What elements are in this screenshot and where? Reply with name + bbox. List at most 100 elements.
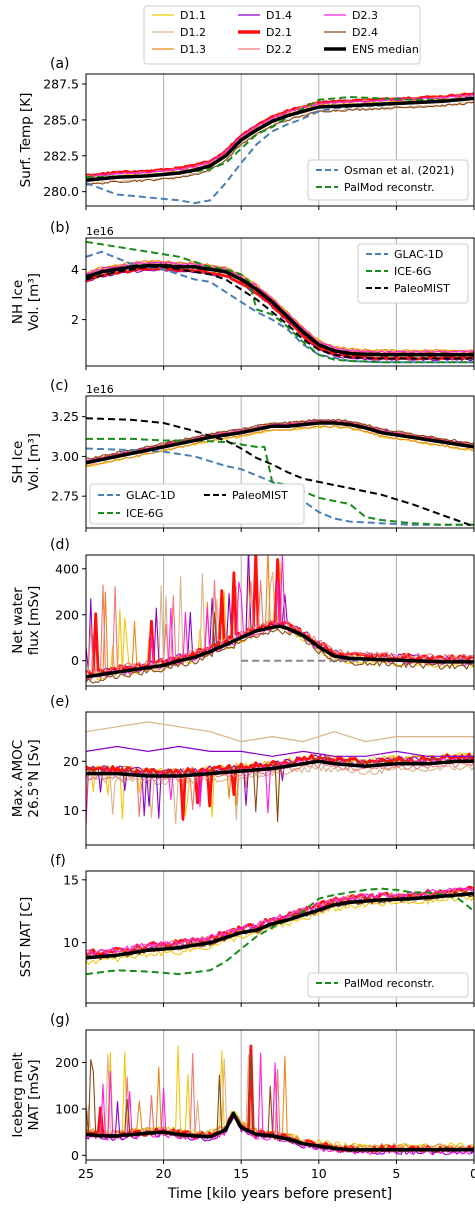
top-legend-frame bbox=[143, 5, 421, 65]
series-line-3 bbox=[86, 263, 474, 357]
series-line-2 bbox=[86, 759, 474, 778]
axes-frame bbox=[85, 395, 475, 529]
panel-legend-label: GLAC-1D bbox=[126, 489, 175, 502]
panel-legend-frame bbox=[89, 483, 305, 525]
y-tick-label: 10 bbox=[63, 803, 79, 818]
x-tick-label: 5 bbox=[392, 1166, 400, 1181]
axes-frame bbox=[85, 711, 475, 846]
panel-legend-label: ICE-6G bbox=[126, 507, 163, 520]
model-line-D2.4 bbox=[86, 418, 474, 460]
panel-legend-frame bbox=[307, 159, 469, 201]
y-tick-label: 3.00 bbox=[51, 449, 79, 464]
panel-legend-label: PaleoMIST bbox=[394, 282, 450, 295]
x-tick-label: 10 bbox=[311, 1166, 327, 1181]
series-line-2 bbox=[86, 417, 474, 528]
y-tick-label: 287.5 bbox=[43, 77, 79, 92]
y-axis-label: Vol. [m³] bbox=[26, 433, 42, 491]
panel-legend-frame bbox=[307, 972, 469, 998]
axis-exponent: 1e16 bbox=[86, 225, 114, 238]
y-axis-label: Max. AMOC bbox=[10, 740, 26, 817]
panel-label: (e) bbox=[50, 694, 70, 710]
y-axis-label: SH Ice bbox=[10, 441, 26, 484]
plot-area bbox=[86, 721, 474, 826]
panel-2: 2.75 3.00 3.25 (c) 1e16 SH Ice Vol. [m³] GLAC-1… bbox=[10, 378, 475, 532]
series-line-1 bbox=[86, 624, 474, 679]
model-line-D2.3 bbox=[86, 261, 474, 354]
model-line-D2.1 bbox=[86, 267, 474, 361]
y-axis-label: SST NAT [C] bbox=[18, 897, 34, 977]
y-tick-label: 4 bbox=[71, 262, 79, 277]
y-tick-label: 100 bbox=[55, 1101, 79, 1116]
panel-legend: GLAC-1D ICE-6G PaleoMIST bbox=[89, 483, 305, 525]
model-line-D1.3 bbox=[86, 259, 474, 352]
plot-area bbox=[86, 92, 474, 205]
axis-exponent: 1e16 bbox=[86, 383, 114, 396]
y-axis-label: flux [mSv] bbox=[26, 586, 42, 656]
y-tick-label: 282.5 bbox=[43, 148, 79, 163]
y-axis-label: NAT [mSv] bbox=[26, 1059, 42, 1130]
y-axis-label: Surf. Temp [K] bbox=[18, 93, 34, 188]
series-line-0 bbox=[86, 1111, 474, 1152]
axes-frame bbox=[85, 554, 475, 687]
axes-frame bbox=[85, 73, 475, 207]
y-tick-label: 285.0 bbox=[43, 112, 79, 127]
series-line-0 bbox=[86, 887, 474, 976]
y-tick-label: 2.75 bbox=[51, 489, 79, 504]
model-line-D2.1 bbox=[86, 885, 474, 957]
legend-label-7: D2.4 bbox=[352, 26, 378, 39]
series-line-0 bbox=[86, 721, 474, 743]
x-axis-label: Time [kilo years before present] bbox=[167, 1186, 392, 1202]
axes-frame bbox=[85, 870, 475, 1004]
plot-area bbox=[86, 417, 474, 528]
legend-label-2: D1.3 bbox=[180, 43, 206, 56]
panel-5: 10 15 (f) SST NAT [C] PalMod reconstr. bbox=[18, 853, 475, 1007]
x-tick-label: 15 bbox=[233, 1166, 249, 1181]
y-axis-label: 26.5°N [Sv] bbox=[26, 739, 42, 817]
panel-0: 280.0 282.5 285.0 287.5 (a) Surf. Temp [K] Osm… bbox=[18, 56, 475, 210]
panel-3: 0 200 400 (d) Net water flux [mSv] bbox=[10, 537, 475, 690]
y-tick-label: 200 bbox=[55, 607, 79, 622]
y-axis-label: NH Ice bbox=[10, 280, 26, 324]
axes-frame bbox=[85, 1029, 475, 1161]
x-tick-label: 0 bbox=[470, 1166, 475, 1181]
series-line-1 bbox=[86, 96, 474, 179]
series-line-3 bbox=[86, 421, 474, 465]
panel-legend: PalMod reconstr. bbox=[307, 972, 469, 998]
panel-legend-label: PalMod reconstr. bbox=[344, 181, 435, 194]
panel-legend-label: PaleoMIST bbox=[232, 489, 288, 502]
legend-label-3: D1.4 bbox=[266, 9, 292, 22]
panel-label: (b) bbox=[50, 220, 70, 236]
panel-legend-label: PalMod reconstr. bbox=[344, 977, 435, 990]
y-tick-label: 400 bbox=[55, 561, 79, 576]
panel-label: (c) bbox=[50, 378, 69, 394]
panel-1: 2 4 (b) 1e16 NH Ice Vol. [m³] GLAC-1D ICE-6G Pal… bbox=[10, 220, 475, 370]
y-axis-label: Net water bbox=[10, 587, 26, 654]
model-line-D1.3 bbox=[86, 425, 474, 467]
panel-6: 0 100 200 25 20 15 10 5 0 (g) Iceberg melt NAT [mSv… bbox=[10, 1012, 475, 1181]
panel-4: 10 20 (e) Max. AMOC 26.5°N [Sv] bbox=[10, 694, 475, 849]
panel-legend-label: Osman et al. (2021) bbox=[344, 164, 454, 177]
legend-label-6: D2.3 bbox=[352, 9, 378, 22]
series-line-0 bbox=[86, 250, 474, 364]
panel-legend: Osman et al. (2021) PalMod reconstr. bbox=[307, 159, 469, 201]
y-tick-label: 10 bbox=[63, 935, 79, 950]
top-legend: D1.1 D1.2 D1.3 D1.4 D2.1 D2.2 D2.3 D2.4 ENS medi… bbox=[143, 5, 421, 65]
y-tick-label: 20 bbox=[63, 754, 79, 769]
plot-area bbox=[86, 885, 474, 976]
series-line-1 bbox=[86, 745, 474, 757]
legend-label-5: D2.2 bbox=[266, 43, 292, 56]
panel-legend: GLAC-1D ICE-6G PaleoMIST bbox=[357, 243, 469, 304]
model-line-D1.1 bbox=[86, 895, 474, 966]
panel-legend-label: GLAC-1D bbox=[394, 248, 443, 261]
x-tick-label: 20 bbox=[156, 1166, 172, 1181]
legend-label-4: D2.1 bbox=[266, 26, 292, 39]
y-tick-label: 15 bbox=[63, 872, 79, 887]
y-tick-label: 2 bbox=[71, 312, 79, 327]
plot-area bbox=[86, 555, 474, 684]
panel-label: (d) bbox=[50, 537, 70, 553]
y-tick-label: 0 bbox=[71, 653, 79, 668]
legend-label-0: D1.1 bbox=[180, 9, 206, 22]
panel-label: (g) bbox=[50, 1012, 70, 1028]
y-axis-label: Iceberg melt bbox=[10, 1052, 26, 1137]
